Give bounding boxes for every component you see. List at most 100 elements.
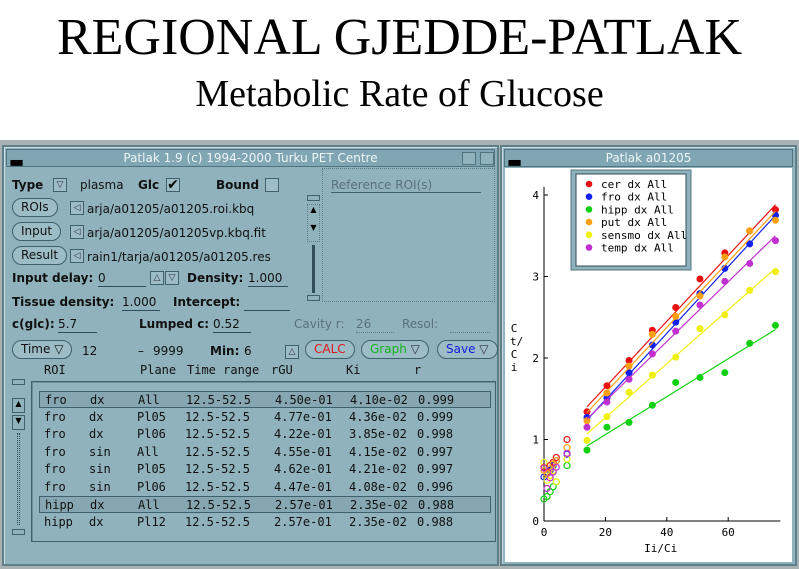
cell-plane: Pl05	[137, 462, 166, 476]
x-tick-label: 20	[599, 526, 612, 539]
resol-field[interactable]	[450, 317, 490, 333]
title-bar[interactable]: Patlak a01205	[504, 149, 793, 167]
time-end: 9999	[153, 344, 184, 358]
cell-plane: Pl05	[137, 409, 166, 424]
col-ki: Ki	[346, 363, 361, 377]
delay-down-button[interactable]: ▽	[165, 271, 179, 285]
delay-up-button[interactable]: △	[150, 271, 164, 285]
result-file-path: rain1/tarja/a01205/a01205.res	[87, 250, 271, 264]
rois-button[interactable]: ROIs	[12, 198, 58, 217]
cell-roi: fro	[44, 409, 66, 424]
data-point	[583, 417, 591, 425]
graph-button[interactable]: Graph ▽	[361, 340, 429, 359]
cell-side: dx	[90, 498, 105, 512]
x-tick-label: 0	[541, 526, 548, 539]
tissue-density-field[interactable]: 1.000	[122, 295, 160, 311]
cell-r: 0.988	[418, 498, 455, 512]
table-row[interactable]: fro dx Pl06 12.5-52.5 4.22e-01 3.85e-02 0.998	[39, 426, 491, 443]
reference-roi-panel[interactable]: Reference ROI(s)	[322, 168, 495, 302]
minimize-button[interactable]	[462, 152, 476, 165]
legend-entry: sensmo dx All	[601, 229, 687, 242]
data-point	[603, 423, 611, 431]
y-tick-label: 4	[532, 189, 539, 202]
input-delay-field[interactable]: 0	[98, 271, 146, 287]
data-point	[583, 436, 591, 444]
data-point	[696, 292, 704, 300]
data-point	[721, 311, 729, 319]
cell-roi: fro	[44, 462, 66, 476]
cell-ki: 4.08e-02	[349, 479, 407, 494]
density-field[interactable]: 1.000	[248, 271, 288, 287]
intercept-field[interactable]	[244, 295, 290, 311]
rois-file-menu[interactable]: ◁	[70, 201, 84, 215]
cell-rgu: 2.57e-01	[275, 498, 333, 512]
page-subtitle: Metabolic Rate of Glucose	[195, 73, 604, 115]
cell-r: 0.997	[417, 444, 454, 459]
data-point	[696, 275, 704, 283]
data-point	[603, 398, 611, 406]
file-list-scrollbar[interactable]: ▲ ▼	[307, 195, 321, 303]
cell-side: sin	[89, 444, 111, 459]
data-point	[603, 389, 611, 397]
results-scrollbar[interactable]: ▲ ▼	[12, 379, 26, 535]
window-menu-button[interactable]: ▬	[507, 152, 523, 171]
table-row[interactable]: fro dx Pl05 12.5-52.5 4.77e-01 4.36e-02 0.999	[39, 409, 491, 426]
data-point	[648, 371, 656, 379]
x-tick-label: 40	[660, 526, 673, 539]
time-dropdown-button[interactable]: Time ▽	[12, 340, 73, 359]
density-label: Density:	[187, 271, 244, 285]
data-point	[746, 259, 754, 267]
cell-ki: 4.15e-02	[349, 444, 407, 459]
calc-button[interactable]: CALC	[305, 340, 355, 359]
glc-checkbox[interactable]: ✔	[166, 177, 180, 193]
cell-range: 12.5-52.5	[185, 514, 251, 529]
cell-rgu: 4.47e-01	[274, 479, 332, 494]
type-dropdown[interactable]: ▽	[53, 178, 67, 192]
glc-label: Glc	[138, 178, 160, 192]
results-table[interactable]: fro dx All 12.5-52.5 4.50e-01 4.10e-02 0.999 fr…	[31, 381, 496, 542]
input-file-menu[interactable]: ◁	[70, 225, 84, 239]
table-row[interactable]: fro dx All 12.5-52.5 4.50e-01 4.10e-02 0.999	[39, 391, 491, 408]
data-point	[672, 353, 680, 361]
data-point	[721, 369, 729, 377]
input-button[interactable]: Input	[12, 222, 62, 241]
lumped-c-field[interactable]: 0.52	[213, 317, 251, 333]
table-row[interactable]: fro sin Pl05 12.5-52.5 4.62e-01 4.21e-02 0.997	[39, 461, 491, 478]
input-delay-label: Input delay:	[12, 271, 94, 285]
cell-r: 0.996	[417, 479, 454, 494]
cglc-field[interactable]: 5.7	[58, 317, 97, 333]
window-menu-button[interactable]: ▬	[9, 152, 25, 171]
result-file-menu[interactable]: ◁	[70, 249, 84, 263]
table-row[interactable]: fro sin All 12.5-52.5 4.55e-01 4.15e-02 0.997	[39, 444, 491, 461]
data-point	[648, 341, 656, 349]
scroll-up-icon[interactable]: ▲ ▼	[307, 204, 320, 242]
scroll-up-icon[interactable]: ▲	[12, 398, 25, 413]
early-data-point	[540, 464, 548, 472]
bound-checkbox[interactable]	[265, 178, 279, 192]
data-point	[672, 312, 680, 320]
title-bar[interactable]: Patlak 1.9 (c) 1994-2000 Turku PET Centr…	[6, 149, 495, 167]
save-button-label: Save	[446, 342, 476, 356]
table-row[interactable]: fro sin Pl06 12.5-52.5 4.47e-01 4.08e-02 0.996	[39, 479, 491, 496]
early-data-point	[552, 463, 560, 471]
maximize-button[interactable]	[480, 152, 494, 165]
page-title: REGIONAL GJEDDE-PATLAK	[56, 9, 743, 66]
result-button[interactable]: Result	[12, 246, 68, 265]
legend-marker	[585, 218, 593, 226]
scroll-down-icon[interactable]: ▼	[12, 415, 25, 430]
cell-ki: 4.21e-02	[349, 462, 407, 476]
cavity-field[interactable]: 26	[356, 317, 394, 333]
legend-entry: hipp dx All	[601, 203, 674, 216]
patlak-plot: 0 1 2 3 4 0 20 40 60 Ii/Ci cer dx All fro dx All hip…	[505, 168, 792, 562]
cell-roi: fro	[44, 444, 66, 459]
min-up-button[interactable]: △	[285, 345, 299, 359]
table-row[interactable]: hipp dx All 12.5-52.5 2.57e-01 2.35e-02 0.988	[39, 496, 491, 513]
cell-side: sin	[89, 462, 111, 476]
table-row[interactable]: hipp dx Pl12 12.5-52.5 2.57e-01 2.35e-02 0.988	[39, 514, 491, 531]
legend-entry: put dx All	[601, 216, 667, 229]
cell-rgu: 2.57e-01	[274, 514, 332, 529]
cell-roi: hipp	[45, 498, 74, 512]
legend-marker	[585, 193, 593, 200]
cell-plane: Pl06	[137, 479, 166, 494]
save-button[interactable]: Save ▽	[437, 340, 498, 359]
